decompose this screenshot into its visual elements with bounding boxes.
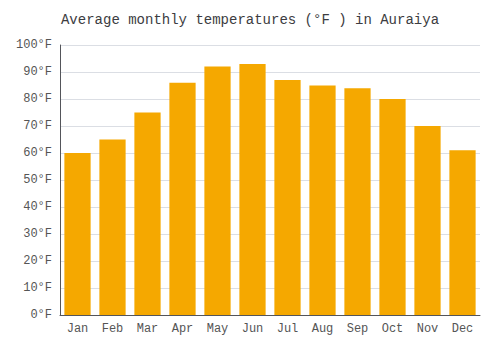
- svg-text:May: May: [207, 322, 229, 336]
- svg-text:30°F: 30°F: [23, 227, 52, 241]
- svg-text:20°F: 20°F: [23, 254, 52, 268]
- svg-text:0°F: 0°F: [30, 308, 52, 322]
- svg-text:Feb: Feb: [102, 322, 124, 336]
- svg-text:Jul: Jul: [277, 322, 299, 336]
- svg-text:Apr: Apr: [172, 322, 194, 336]
- svg-text:40°F: 40°F: [23, 200, 52, 214]
- svg-text:Jan: Jan: [67, 322, 89, 336]
- svg-text:80°F: 80°F: [23, 92, 52, 106]
- svg-text:100°F: 100°F: [16, 38, 52, 52]
- svg-text:Jun: Jun: [242, 322, 264, 336]
- svg-text:Mar: Mar: [137, 322, 159, 336]
- svg-text:Aug: Aug: [312, 322, 334, 336]
- svg-text:Oct: Oct: [382, 322, 404, 336]
- svg-text:60°F: 60°F: [23, 146, 52, 160]
- svg-text:50°F: 50°F: [23, 173, 52, 187]
- svg-text:Average monthly temperatures (: Average monthly temperatures (°F ) in Au…: [61, 12, 439, 28]
- svg-text:10°F: 10°F: [23, 281, 52, 295]
- svg-text:90°F: 90°F: [23, 65, 52, 79]
- svg-text:Nov: Nov: [417, 322, 439, 336]
- svg-text:70°F: 70°F: [23, 119, 52, 133]
- svg-text:Sep: Sep: [347, 322, 369, 336]
- svg-text:Dec: Dec: [452, 322, 474, 336]
